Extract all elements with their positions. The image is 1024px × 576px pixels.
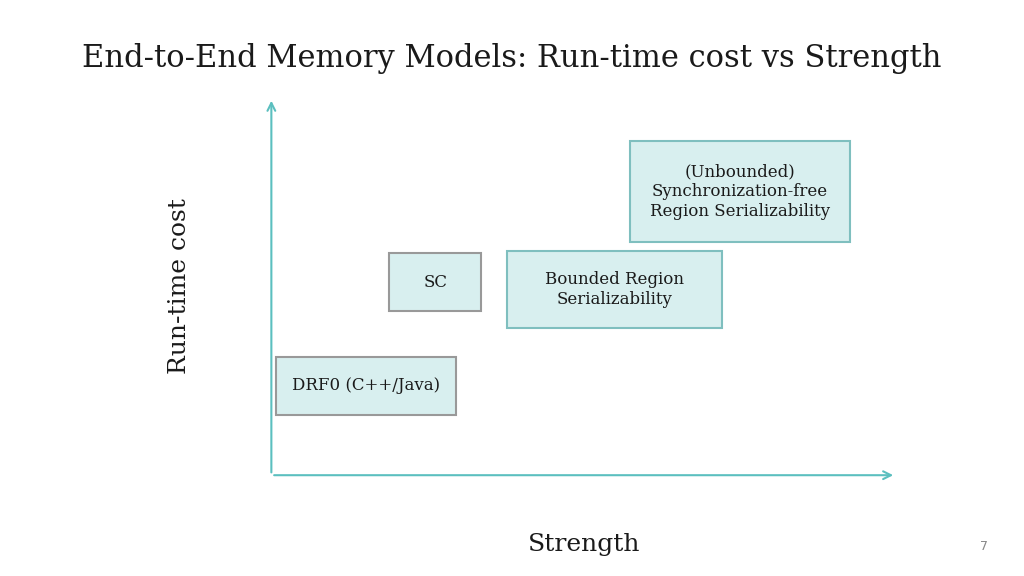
FancyBboxPatch shape	[276, 357, 456, 415]
FancyBboxPatch shape	[630, 141, 850, 242]
Text: Bounded Region
Serializability: Bounded Region Serializability	[545, 271, 684, 308]
FancyBboxPatch shape	[389, 253, 481, 311]
Text: SC: SC	[423, 274, 447, 291]
Text: Strength: Strength	[527, 533, 640, 556]
Text: DRF0 (C++/Java): DRF0 (C++/Java)	[292, 377, 440, 395]
FancyBboxPatch shape	[507, 251, 722, 328]
Text: End-to-End Memory Models: Run-time cost vs Strength: End-to-End Memory Models: Run-time cost …	[82, 43, 942, 74]
Text: 7: 7	[980, 540, 988, 553]
Text: Run-time cost: Run-time cost	[168, 199, 190, 374]
Text: (Unbounded)
Synchronization-free
Region Serializability: (Unbounded) Synchronization-free Region …	[650, 164, 829, 219]
